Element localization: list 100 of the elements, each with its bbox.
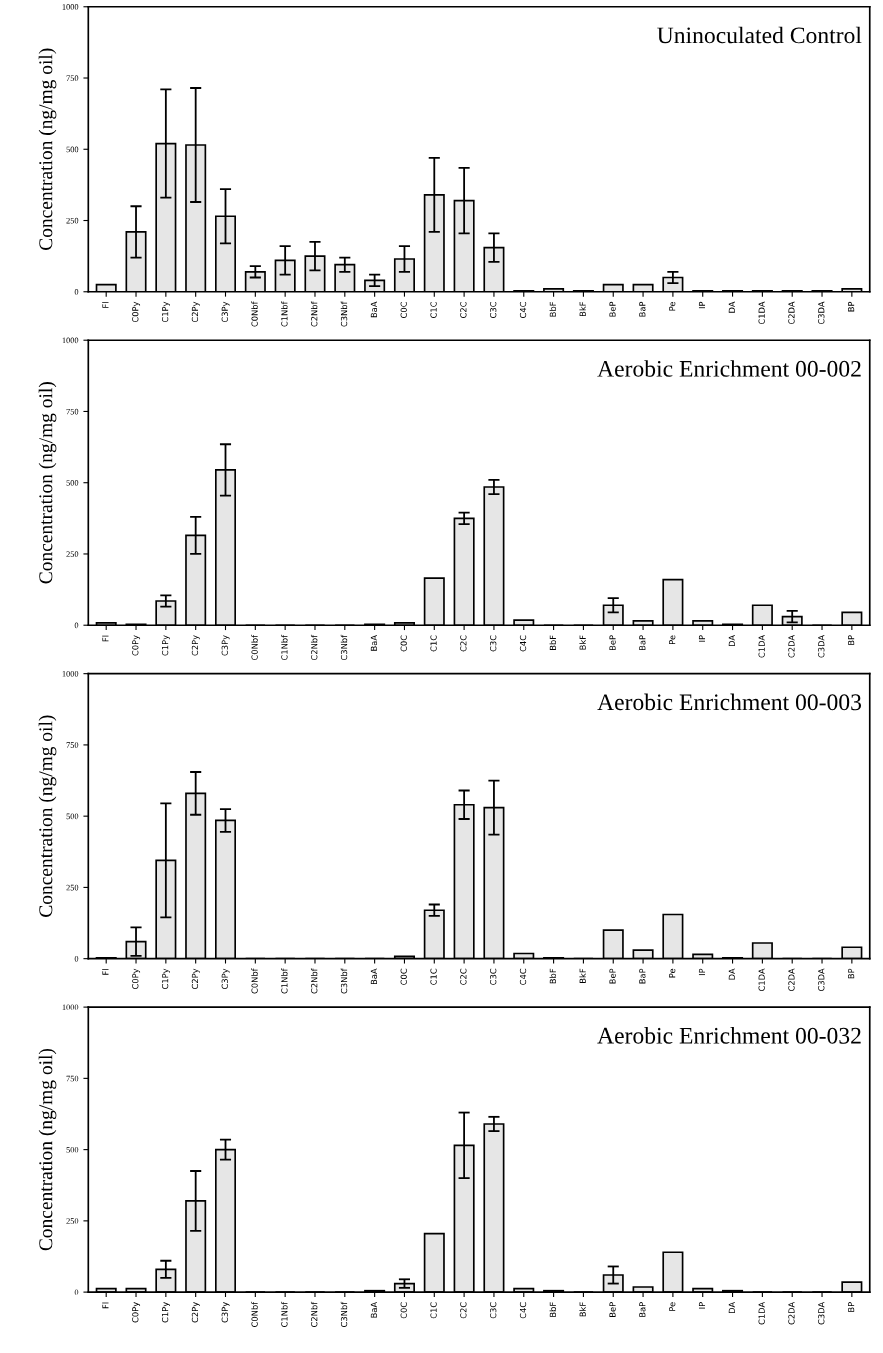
x-tick-label: C1Nbf <box>281 634 288 661</box>
x-tick-label: C3Py <box>221 635 230 656</box>
text: Aerobic Enrichment 00-032 <box>597 1027 861 1044</box>
x-tick-label: C1C <box>430 301 437 318</box>
x-tick-label: C1C <box>430 968 437 985</box>
x-tick-label: C1C <box>430 1302 437 1319</box>
y-tick-label: 1000 <box>62 671 79 677</box>
x-tick-label: C3Py <box>221 301 230 323</box>
y-tick-label: 0 <box>74 1289 79 1296</box>
x-tick-label: C3C <box>490 301 497 318</box>
y-axis-title: Concentration (ng/mg oil) <box>38 382 57 584</box>
x-tick-label: C0C <box>400 301 407 318</box>
x-tick-label: C0Py <box>132 635 141 656</box>
x-tick-label: C2Py <box>191 301 200 323</box>
x-tick-label: C3DA <box>818 968 825 992</box>
x-tick-label: C2DA <box>788 968 795 992</box>
x-tick-label: C3DA <box>818 1301 825 1325</box>
x-tick-label: C1Py <box>161 1302 170 1323</box>
x-tick-label: C2Nbf <box>310 301 318 327</box>
x-tick-label: BaP <box>639 1302 646 1317</box>
x-tick-label: BP <box>848 635 855 645</box>
x-tick-label: C3C <box>490 635 497 652</box>
x-tick-label: IP <box>698 968 706 976</box>
x-tick-label: C0Nbf <box>251 301 258 327</box>
x-tick-label: C1Nbf <box>281 301 288 327</box>
x-tick-label: BkF <box>579 301 586 317</box>
x-tick-label: C1Py <box>161 968 170 989</box>
y-tick-label: 500 <box>66 1146 79 1153</box>
x-tick-label: IP <box>698 635 706 642</box>
y-axis-title: Concentration (ng/mg oil) <box>38 715 57 917</box>
y-tick-label: 750 <box>66 75 79 81</box>
x-tick-label: IP <box>698 301 706 309</box>
x-tick-label: C4C <box>519 1302 527 1319</box>
x-tick-label: BaA <box>370 968 378 985</box>
x-tick-label: C2Py <box>191 968 200 989</box>
x-tick-label: C0C <box>400 1302 407 1319</box>
y-tick-label: 250 <box>66 1218 79 1224</box>
y-tick-label: 1000 <box>62 4 79 10</box>
x-tick-label: C0Nbf <box>251 634 258 661</box>
x-tick-label: C3Nbf <box>340 968 348 994</box>
y-tick-label: 750 <box>66 742 79 748</box>
x-tick-label: C0Nbf <box>251 1301 258 1327</box>
x-tick-label: BbF <box>549 635 557 650</box>
y-axis-title: Concentration (ng/mg oil) <box>38 48 57 250</box>
x-tick-label: C3Nbf <box>340 301 348 327</box>
x-tick-label: Fl <box>102 302 109 308</box>
x-tick-label: BbF <box>549 301 557 317</box>
x-tick-label: C1DA <box>758 635 765 658</box>
y-tick-label: 500 <box>66 813 79 820</box>
x-tick-label: BaA <box>370 1301 378 1318</box>
x-tick-label: Fl <box>102 969 109 975</box>
text: Aerobic Enrichment 00-003 <box>597 693 862 711</box>
y-tick-label: 250 <box>66 551 79 557</box>
x-tick-label: Pe <box>669 635 676 644</box>
x-tick-label: Pe <box>669 1302 676 1311</box>
x-tick-label: Pe <box>669 968 676 978</box>
x-tick-label: BP <box>848 301 855 312</box>
x-tick-label: C3Py <box>221 968 230 989</box>
x-tick-label: C0Nbf <box>251 968 258 994</box>
x-tick-label: C2C <box>460 1302 467 1319</box>
x-tick-label: C3DA <box>818 635 825 658</box>
x-tick-label: C4C <box>519 968 527 985</box>
x-tick-label: C1DA <box>758 301 765 325</box>
y-tick-label: 500 <box>66 146 79 153</box>
x-tick-label: C3DA <box>818 301 825 325</box>
x-tick-label: BbF <box>549 1302 557 1317</box>
x-tick-label: DA <box>728 635 735 647</box>
x-tick-label: C3C <box>490 968 497 985</box>
x-tick-label: BkF <box>579 635 586 650</box>
x-tick-label: C2DA <box>788 301 795 325</box>
x-tick-label: C1Py <box>161 635 170 656</box>
y-tick-label: 250 <box>66 884 79 891</box>
text: Uninoculated Control <box>657 26 862 44</box>
x-tick-label: C2C <box>460 968 467 985</box>
x-tick-label: BkF <box>579 1302 586 1317</box>
x-tick-label: BP <box>848 1302 855 1312</box>
x-tick-label: BaA <box>370 635 378 651</box>
x-tick-label: C2Nbf <box>310 968 318 994</box>
x-tick-label: C2DA <box>788 635 795 658</box>
x-tick-label: BP <box>848 968 855 979</box>
x-tick-label: C4C <box>519 301 527 318</box>
x-tick-label: DA <box>728 301 735 313</box>
x-tick-label: C2C <box>460 301 467 318</box>
x-tick-label: Fl <box>102 1302 109 1309</box>
y-tick-label: 0 <box>74 289 79 295</box>
x-tick-label: BeP <box>609 968 616 984</box>
x-tick-label: C2Py <box>191 1302 200 1323</box>
x-tick-label: C3Nbf <box>340 634 348 661</box>
x-tick-label: BeP <box>609 301 616 317</box>
y-tick-label: 1000 <box>62 337 79 344</box>
y-tick-label: 1000 <box>62 1004 79 1011</box>
x-tick-label: BaP <box>639 635 646 650</box>
x-tick-label: C4C <box>519 635 527 652</box>
x-tick-label: C3Nbf <box>340 1301 348 1327</box>
y-tick-label: 0 <box>74 956 79 962</box>
x-tick-label: BbF <box>549 968 557 984</box>
x-tick-label: C2Nbf <box>310 634 318 661</box>
x-tick-label: DA <box>728 1301 735 1313</box>
x-tick-label: BaA <box>370 301 378 318</box>
x-tick-label: C0Py <box>132 301 141 323</box>
